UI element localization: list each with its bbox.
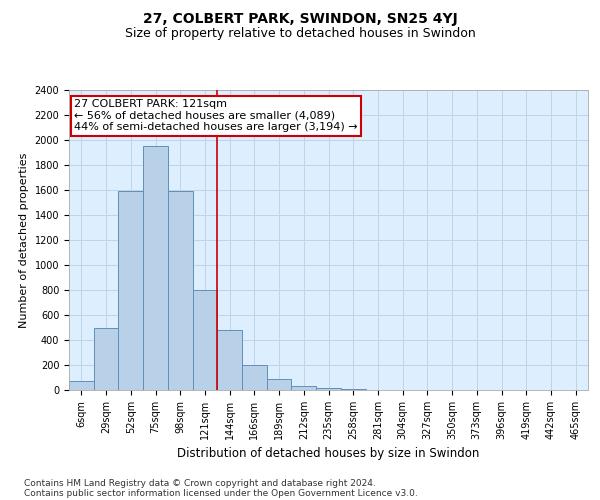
Bar: [267, 379, 292, 390]
Y-axis label: Number of detached properties: Number of detached properties: [19, 152, 29, 328]
Bar: [168, 191, 193, 390]
Text: Size of property relative to detached houses in Swindon: Size of property relative to detached ho…: [125, 28, 475, 40]
Bar: [292, 386, 316, 390]
Bar: [69, 380, 94, 390]
Text: Contains public sector information licensed under the Open Government Licence v3: Contains public sector information licen…: [24, 488, 418, 498]
Bar: [242, 365, 267, 390]
Bar: [94, 328, 118, 390]
Bar: [316, 388, 341, 390]
Bar: [193, 290, 217, 390]
Text: 27, COLBERT PARK, SWINDON, SN25 4YJ: 27, COLBERT PARK, SWINDON, SN25 4YJ: [143, 12, 457, 26]
Bar: [143, 146, 168, 390]
Text: Contains HM Land Registry data © Crown copyright and database right 2024.: Contains HM Land Registry data © Crown c…: [24, 478, 376, 488]
Text: 27 COLBERT PARK: 121sqm
← 56% of detached houses are smaller (4,089)
44% of semi: 27 COLBERT PARK: 121sqm ← 56% of detache…: [74, 99, 358, 132]
Bar: [118, 191, 143, 390]
Bar: [217, 330, 242, 390]
X-axis label: Distribution of detached houses by size in Swindon: Distribution of detached houses by size …: [178, 448, 479, 460]
